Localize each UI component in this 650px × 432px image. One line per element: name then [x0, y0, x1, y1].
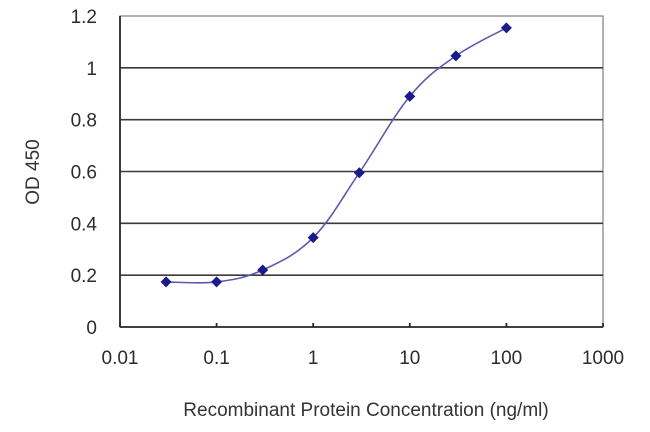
x-axis-title: Recombinant Protein Concentration (ng/ml…	[183, 400, 548, 421]
x-tick-label: 10	[399, 348, 420, 369]
x-tick-label: 100	[491, 348, 523, 369]
y-tick-label: 0.4	[71, 214, 98, 235]
y-axis-title: OD 450	[23, 139, 44, 204]
diamond-marker-icon	[307, 232, 319, 244]
x-tick-label: 1000	[582, 348, 624, 369]
gridlines	[119, 16, 604, 328]
diamond-marker-icon	[211, 276, 223, 288]
x-tick-label: 0.01	[102, 348, 139, 369]
x-tick-label: 0.1	[203, 348, 229, 369]
y-tick-label: 1.2	[71, 7, 97, 28]
y-tick-label: 0.8	[71, 111, 97, 132]
x-tick-label: 1	[308, 348, 319, 369]
y-tick-label: 0	[86, 318, 97, 339]
y-tick-label: 0.2	[71, 266, 97, 287]
diamond-marker-icon	[404, 90, 416, 102]
diamond-marker-icon	[500, 22, 512, 34]
y-tick-label: 1	[86, 59, 97, 80]
diamond-marker-icon	[257, 264, 269, 276]
data-series	[160, 22, 512, 288]
x-axis-tick-labels: 0.01 0.1 1 10 100 1000	[102, 348, 625, 369]
y-axis-tick-labels: 0 0.2 0.4 0.6 0.8 1 1.2	[71, 7, 98, 339]
diamond-marker-icon	[353, 167, 365, 179]
diamond-marker-icon	[450, 50, 462, 62]
diamond-marker-icon	[160, 276, 172, 288]
series-line	[166, 27, 507, 284]
y-tick-label: 0.6	[71, 163, 97, 184]
